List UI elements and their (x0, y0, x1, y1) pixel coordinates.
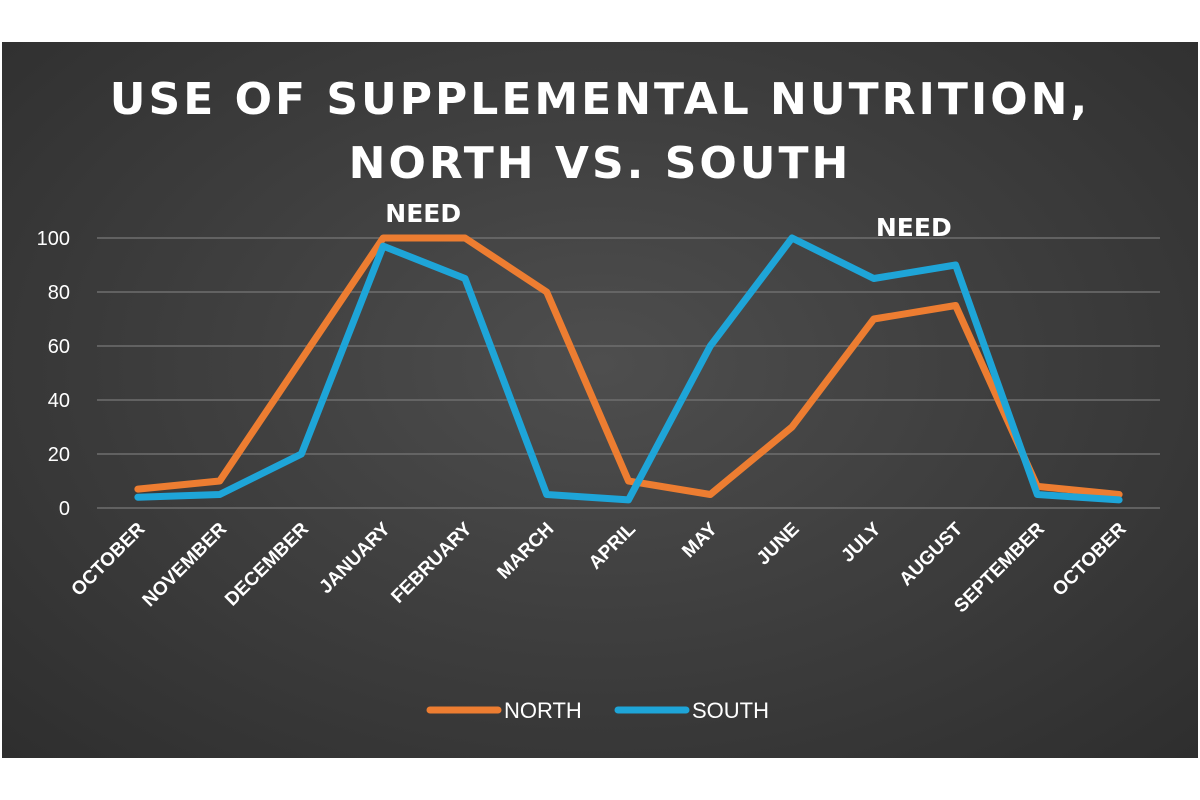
y-tick-label: 80 (48, 282, 70, 304)
x-tick-label: JANUARY (315, 518, 395, 598)
x-tick-label: MAY (678, 518, 722, 562)
x-tick-label: OCTOBER (1049, 518, 1131, 600)
x-tick-label: DECEMBER (221, 518, 313, 610)
x-tick-label: JULY (837, 518, 885, 566)
chart-title-line-2: NORTH VS. SOUTH (348, 138, 852, 189)
y-tick-label: 60 (48, 336, 70, 358)
annotation-label: NEED (385, 199, 461, 228)
series-line-north (134, 234, 1123, 498)
y-tick-label: 40 (48, 390, 70, 412)
x-tick-label: JUNE (753, 519, 804, 570)
annotation-label: NEED (876, 213, 952, 242)
x-tick-label: FEBRUARY (388, 518, 477, 607)
y-axis-ticks: 0 20 40 60 80 100 (37, 228, 70, 520)
x-tick-label: NOVEMBER (139, 518, 232, 611)
y-tick-label: 20 (48, 444, 70, 466)
legend: NORTH SOUTH (426, 698, 769, 723)
x-tick-label: MARCH (493, 519, 558, 584)
y-tick-label: 0 (59, 498, 70, 520)
series-lines (134, 234, 1123, 504)
x-tick-label: APRIL (585, 518, 640, 573)
x-tick-label: OCTOBER (68, 518, 150, 600)
chart-title-line-1: USE OF SUPPLEMENTAL NUTRITION, (109, 74, 1091, 125)
x-tick-label: AUGUST (896, 518, 968, 590)
legend-label-south: SOUTH (692, 698, 769, 723)
legend-label-north: NORTH (504, 698, 582, 723)
grid-lines (97, 237, 1160, 509)
series-line-south (134, 234, 1123, 504)
annotations: NEED NEED (385, 199, 951, 242)
y-tick-label: 100 (37, 228, 70, 250)
